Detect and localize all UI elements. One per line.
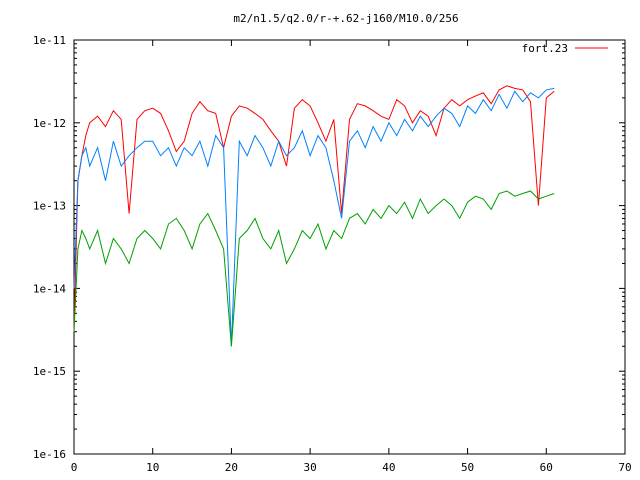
x-tick-label: 10: [146, 461, 159, 474]
y-tick-label: 1e-15: [33, 365, 66, 378]
x-tick-label: 30: [304, 461, 317, 474]
series-line-2: [73, 190, 555, 347]
y-tick-label: 1e-13: [33, 200, 66, 213]
series-line-0: [73, 85, 555, 332]
x-tick-label: 70: [618, 461, 631, 474]
y-tick-label: 1e-11: [33, 34, 66, 47]
x-tick-label: 20: [225, 461, 238, 474]
y-tick-label: 1e-14: [33, 282, 66, 295]
legend-label: fort.23: [522, 42, 568, 55]
y-tick-label: 1e-16: [33, 448, 66, 461]
plot-frame: [73, 39, 626, 455]
x-tick-label: 0: [71, 461, 78, 474]
series-line-1: [73, 87, 555, 347]
series-layer: [73, 85, 555, 347]
chart-title: m2/n1.5/q2.0/r-+.62-j160/M10.0/256: [233, 12, 458, 25]
y-axis: 1e-16 1e-15 1e-14 1e-13 1e-12 1e-11: [33, 34, 625, 461]
x-axis: 0 10 20 30 40 50 60 70: [71, 40, 632, 474]
legend: fort.23: [522, 42, 608, 55]
y-tick-label: 1e-12: [33, 117, 66, 130]
x-tick-label: 60: [540, 461, 553, 474]
x-tick-label: 50: [461, 461, 474, 474]
x-tick-label: 40: [382, 461, 395, 474]
